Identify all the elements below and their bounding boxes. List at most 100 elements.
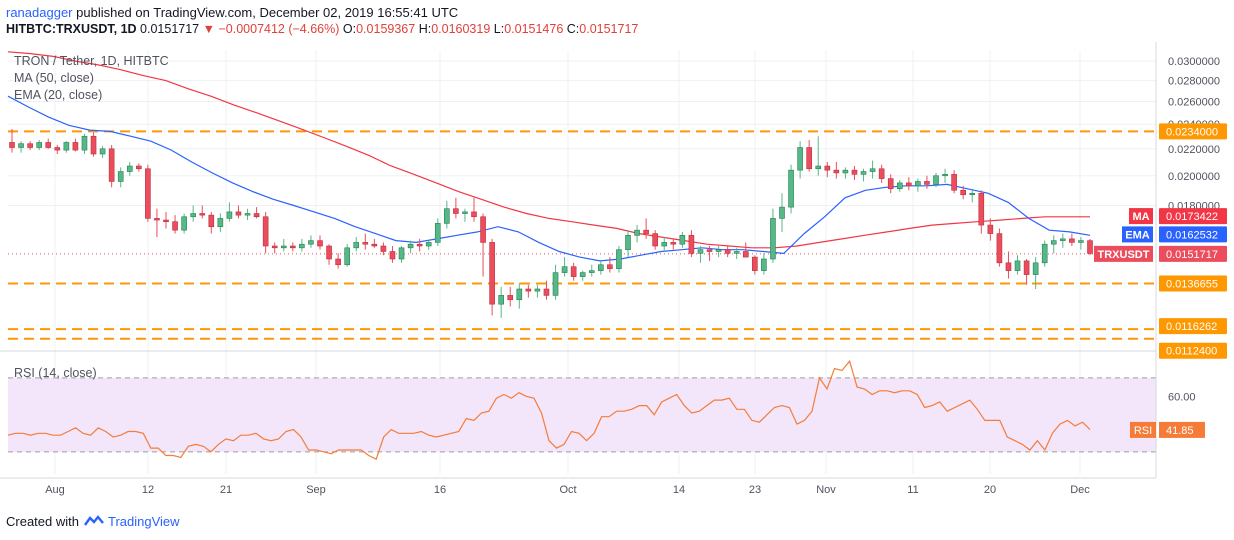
level-tag-box — [1159, 123, 1227, 140]
candle-body — [779, 206, 785, 219]
candle-body — [688, 235, 695, 254]
candle-body — [806, 147, 812, 170]
level-tag: 0.0112400 — [1166, 346, 1217, 358]
price-tag-name: TRXUSDT — [1098, 249, 1150, 261]
time-tick-label: Aug — [45, 484, 65, 496]
candle-body — [317, 240, 323, 247]
price-tag: 0.0151717 — [1166, 249, 1218, 261]
candle-body — [534, 288, 541, 292]
rsi-value-box — [1159, 421, 1205, 438]
candle-body — [942, 174, 948, 177]
candle-body — [253, 213, 260, 218]
candle-body — [453, 208, 459, 214]
open-value: 0.0159367 — [356, 22, 416, 36]
candle-body — [896, 182, 903, 190]
candle-body — [598, 264, 604, 271]
candle-body — [99, 148, 106, 155]
tradingview-brand[interactable]: TradingView — [108, 514, 180, 529]
header: ranadagger published on TradingView.com,… — [0, 0, 1234, 42]
author-link[interactable]: ranadagger — [6, 5, 73, 20]
candle-body — [525, 288, 532, 292]
candle-body — [851, 169, 858, 175]
candle-body — [552, 272, 559, 296]
time-tick-label: 21 — [220, 484, 232, 496]
price-tick-label: 0.0200000 — [1168, 171, 1220, 183]
low-label: L: — [493, 22, 505, 36]
price-tag: 0.0173422 — [1166, 211, 1218, 223]
candle-body — [887, 178, 894, 190]
candle-body — [788, 169, 794, 208]
candle-body — [797, 147, 803, 171]
symbol-label[interactable]: HITBTC:TRXUSDT, 1D — [6, 22, 137, 36]
candle-body — [869, 168, 876, 172]
candle-body — [190, 213, 196, 218]
time-tick-label: 12 — [142, 484, 154, 496]
candle-body — [715, 249, 722, 252]
candle-body — [706, 249, 713, 252]
candle-body — [145, 168, 151, 219]
price-chart-svg[interactable]: 0.03000000.02800000.02600000.02400000.02… — [0, 42, 1234, 512]
time-tick-label: Oct — [559, 484, 576, 496]
candle-body — [489, 242, 495, 305]
candle-body — [960, 189, 966, 196]
chart-title: TRON / Tether, 1D, HITBTC — [14, 54, 169, 68]
rsi-name: RSI — [1134, 425, 1152, 437]
price-tag-box — [1159, 208, 1227, 225]
candle-body — [262, 216, 269, 247]
price-change: −0.0007412 (−4.66%) — [218, 22, 340, 36]
candle-body — [878, 168, 885, 179]
candle-body — [362, 242, 369, 245]
candle-body — [915, 181, 921, 187]
time-tick-label: 11 — [907, 484, 918, 496]
rsi-value: 41.85 — [1166, 425, 1194, 437]
level-tag-box — [1159, 318, 1227, 335]
open-label: O: — [342, 22, 357, 36]
tradingview-logo-icon — [83, 515, 105, 526]
candle-body — [18, 143, 24, 148]
candle-body — [335, 258, 341, 266]
candle-body — [380, 245, 387, 252]
candle-body — [117, 171, 124, 182]
candle-body — [72, 142, 79, 151]
footer: Created with TradingView — [6, 514, 180, 529]
price-tag-name-box — [1094, 245, 1153, 262]
level-tag-box — [1159, 342, 1227, 359]
candles-layer — [9, 128, 1093, 318]
candle-body — [1087, 240, 1093, 254]
candle-body — [271, 245, 278, 249]
ema-legend[interactable]: EMA (20, close) — [14, 88, 103, 102]
candle-body — [634, 229, 640, 236]
candle-body — [1023, 260, 1030, 275]
candle-body — [353, 242, 360, 249]
candle-body — [724, 249, 731, 254]
candle-body — [462, 211, 468, 214]
candle-body — [996, 233, 1003, 264]
price-tick-label: 0.0280000 — [1168, 76, 1220, 88]
candle-body — [199, 213, 206, 216]
candle-body — [126, 165, 133, 172]
time-tick-label: Sep — [306, 484, 326, 496]
rsi-tick-label: 60.00 — [1168, 391, 1196, 403]
down-arrow-icon: ▼ — [202, 22, 215, 36]
candle-body — [906, 182, 912, 187]
ma-legend[interactable]: MA (50, close) — [14, 71, 94, 85]
time-tick-label: 23 — [749, 484, 761, 496]
candle-body — [425, 242, 432, 247]
candle-body — [208, 214, 215, 228]
candle-body — [543, 288, 550, 296]
rsi-legend[interactable]: RSI (14, close) — [14, 366, 97, 380]
time-tick-label: Nov — [816, 484, 836, 496]
price-tag-name: EMA — [1125, 229, 1150, 241]
candle-body — [154, 218, 160, 221]
chart-container[interactable]: 0.03000000.02800000.02600000.02400000.02… — [0, 42, 1234, 517]
candle-body — [507, 295, 514, 301]
candle-body — [643, 229, 649, 234]
candle-body — [299, 243, 305, 249]
price-tag-name-box — [1129, 208, 1153, 225]
candle-body — [136, 165, 142, 170]
candle-body — [1041, 243, 1048, 264]
candle-body — [498, 295, 504, 305]
candle-body — [36, 142, 42, 148]
candle-body — [1032, 262, 1039, 275]
candle-body — [244, 213, 251, 216]
